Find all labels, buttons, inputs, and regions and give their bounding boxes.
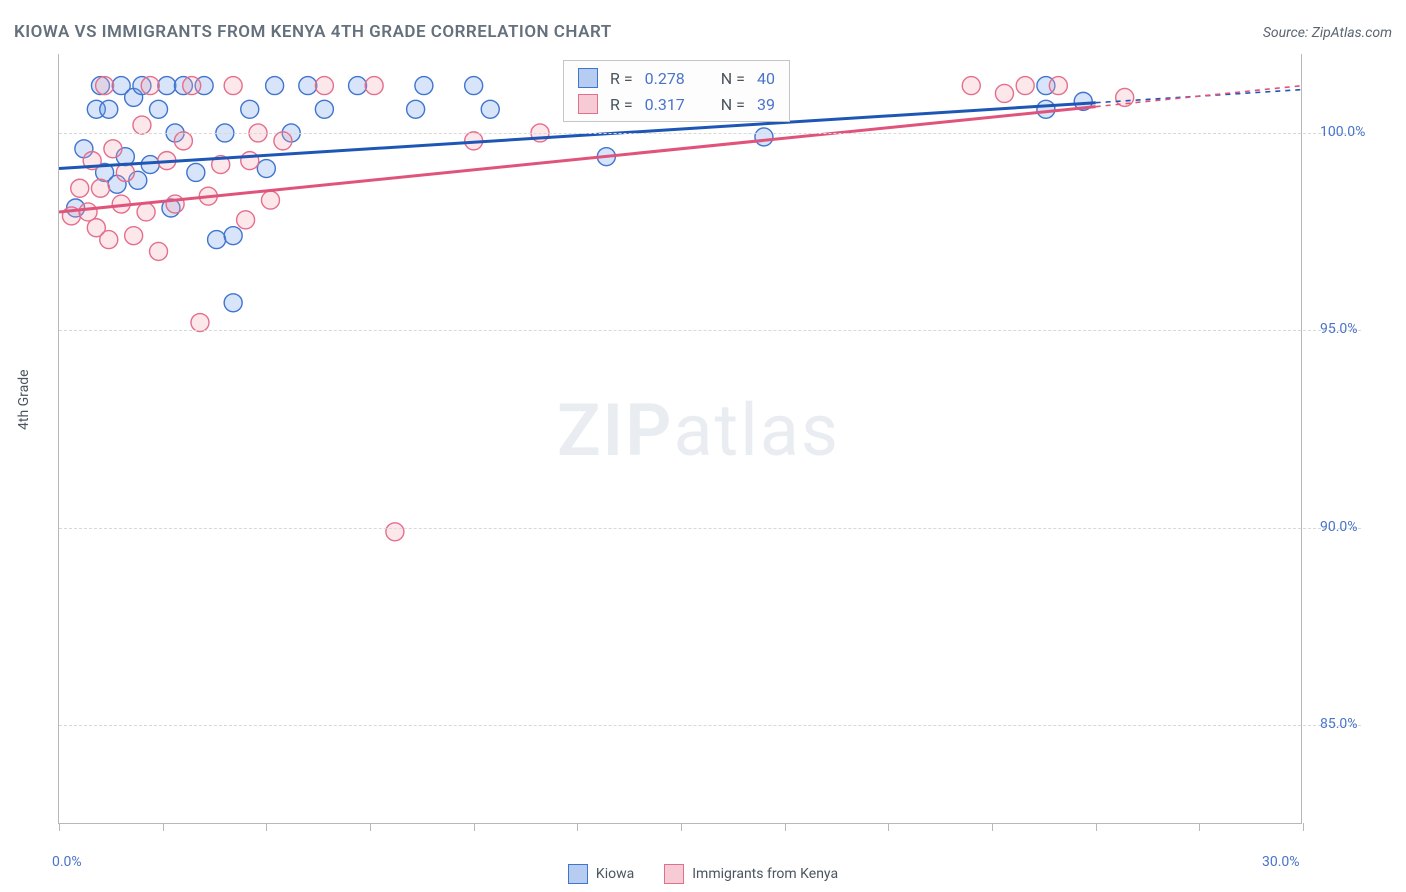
scatter-point: [166, 195, 184, 213]
scatter-point: [274, 132, 292, 150]
scatter-point: [91, 179, 109, 197]
gridline: [59, 725, 1361, 726]
scatter-point: [349, 77, 367, 95]
y-tick-label: 95.0%: [1320, 321, 1358, 337]
x-tick-mark: [888, 823, 889, 831]
scatter-point: [79, 203, 97, 221]
legend-label: Immigrants from Kenya: [692, 866, 838, 882]
stat-r-label: R =: [610, 69, 633, 88]
scatter-point: [365, 77, 383, 95]
stat-n-label: N =: [721, 69, 745, 88]
y-axis-label: 4th Grade: [16, 369, 32, 430]
scatter-point: [150, 100, 168, 118]
y-tick-label: 85.0%: [1320, 716, 1358, 732]
correlation-stat-box: R = 0.278 N = 40 R = 0.317 N = 39: [563, 60, 790, 122]
scatter-point: [241, 100, 259, 118]
scatter-point: [71, 179, 89, 197]
x-tick-mark: [1096, 823, 1097, 831]
stat-r-value: 0.317: [645, 95, 685, 114]
scatter-plot-svg: [59, 54, 1303, 824]
stat-n-value: 40: [757, 69, 775, 88]
scatter-point: [100, 100, 118, 118]
stat-n-value: 39: [757, 95, 775, 114]
gridline: [59, 528, 1361, 529]
gridline: [59, 330, 1361, 331]
legend-item: Immigrants from Kenya: [664, 864, 838, 884]
scatter-point: [315, 100, 333, 118]
stat-r-label: R =: [610, 95, 633, 114]
scatter-point: [995, 84, 1013, 102]
scatter-point: [237, 211, 255, 229]
scatter-point: [133, 116, 151, 134]
y-tick-label: 90.0%: [1320, 519, 1358, 535]
scatter-point: [755, 128, 773, 146]
scatter-point: [191, 314, 209, 332]
chart-title: KIOWA VS IMMIGRANTS FROM KENYA 4TH GRADE…: [14, 22, 612, 42]
scatter-point: [266, 77, 284, 95]
scatter-point: [315, 77, 333, 95]
source-attribution: Source: ZipAtlas.com: [1263, 25, 1392, 41]
scatter-point: [104, 140, 122, 158]
scatter-point: [208, 231, 226, 249]
chart-header: KIOWA VS IMMIGRANTS FROM KENYA 4TH GRADE…: [14, 22, 1392, 42]
x-tick-mark: [681, 823, 682, 831]
scatter-point: [224, 227, 242, 245]
stat-swatch: [578, 94, 598, 114]
scatter-point: [241, 152, 259, 170]
legend-item: Kiowa: [568, 864, 634, 884]
scatter-point: [183, 77, 201, 95]
scatter-point: [1049, 77, 1067, 95]
scatter-point: [100, 231, 118, 249]
scatter-point: [187, 163, 205, 181]
scatter-point: [158, 77, 176, 95]
scatter-point: [299, 77, 317, 95]
scatter-point: [386, 523, 404, 541]
stat-row: R = 0.317 N = 39: [564, 91, 789, 117]
scatter-point: [257, 160, 275, 178]
x-tick-mark: [266, 823, 267, 831]
x-tick-mark: [59, 823, 60, 831]
x-tick-mark: [1303, 823, 1304, 831]
legend: Kiowa Immigrants from Kenya: [0, 864, 1406, 884]
stat-n-label: N =: [721, 95, 745, 114]
scatter-point: [96, 77, 114, 95]
scatter-point: [141, 77, 159, 95]
scatter-point: [407, 100, 425, 118]
scatter-point: [415, 77, 433, 95]
stat-row: R = 0.278 N = 40: [564, 65, 789, 91]
scatter-point: [261, 191, 279, 209]
x-tick-mark: [370, 823, 371, 831]
legend-swatch: [664, 864, 684, 884]
scatter-point: [137, 203, 155, 221]
scatter-point: [1037, 100, 1055, 118]
gridline: [59, 133, 1361, 134]
scatter-point: [962, 77, 980, 95]
legend-swatch: [568, 864, 588, 884]
x-tick-mark: [474, 823, 475, 831]
legend-label: Kiowa: [596, 866, 634, 882]
plot-region: R =0.278N =40R =0.317N =39 ZIPatlas: [58, 54, 1302, 824]
scatter-point: [224, 294, 242, 312]
scatter-point: [150, 242, 168, 260]
x-tick-mark: [785, 823, 786, 831]
scatter-point: [1016, 77, 1034, 95]
scatter-point: [465, 77, 483, 95]
x-tick-mark: [992, 823, 993, 831]
x-tick-mark: [577, 823, 578, 831]
scatter-point: [174, 132, 192, 150]
stat-r-value: 0.278: [645, 69, 685, 88]
y-tick-label: 100.0%: [1320, 124, 1365, 140]
scatter-point: [224, 77, 242, 95]
stat-swatch: [578, 68, 598, 88]
x-tick-mark: [1199, 823, 1200, 831]
scatter-point: [125, 227, 143, 245]
x-tick-mark: [163, 823, 164, 831]
scatter-point: [481, 100, 499, 118]
